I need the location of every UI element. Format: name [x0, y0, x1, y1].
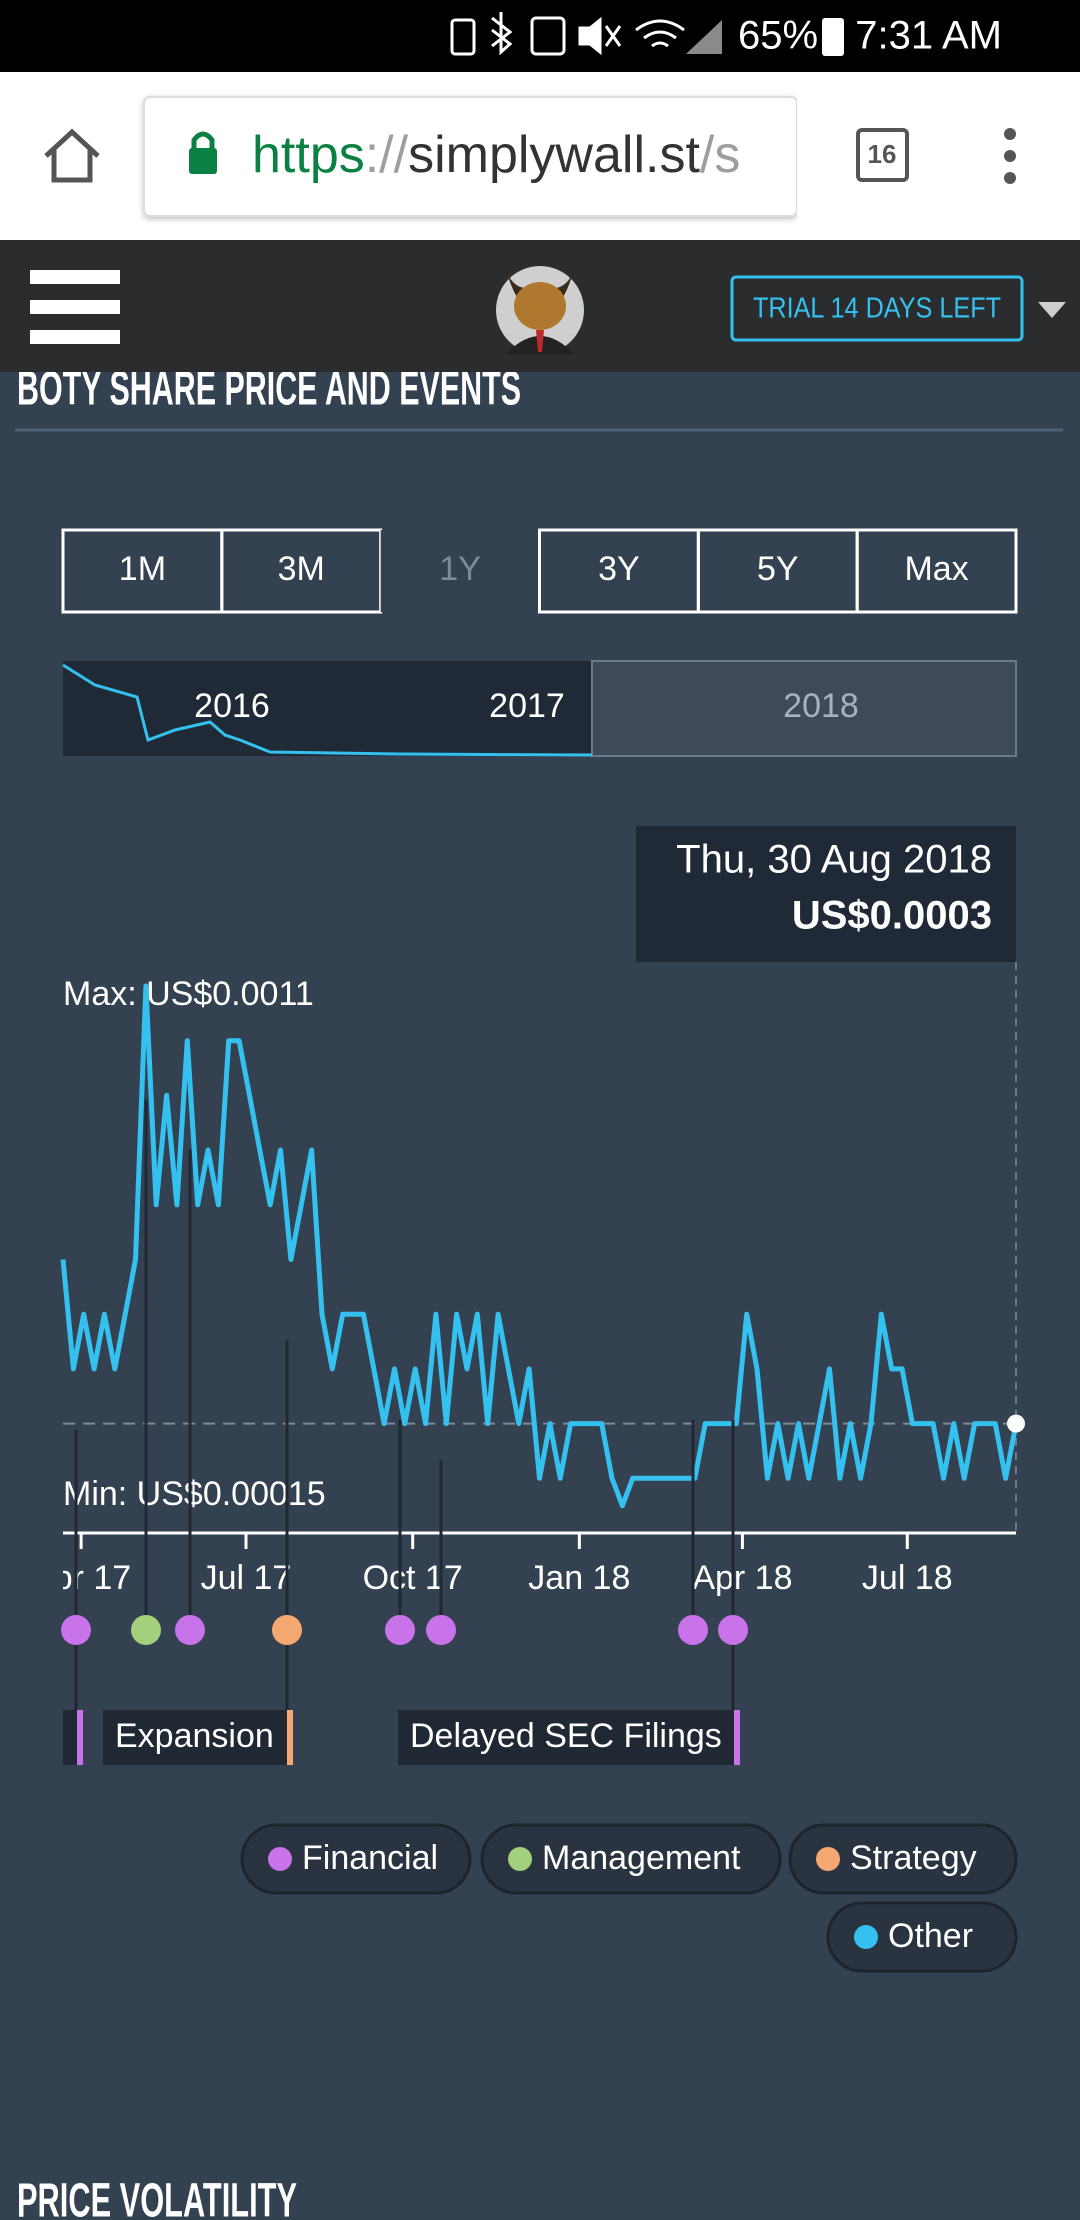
range-button[interactable] — [380, 530, 540, 612]
dropdown-arrow[interactable] — [1038, 302, 1066, 318]
hamburger-bar — [30, 330, 120, 344]
event-dot[interactable] — [272, 1615, 302, 1645]
event-label: Delayed SEC Filings — [410, 1717, 722, 1755]
legend-item[interactable] — [826, 1901, 1018, 1973]
signal-icon — [686, 20, 722, 54]
range-button-label: 3Y — [598, 550, 640, 588]
range-button-label: Max — [904, 550, 968, 588]
bluetooth-icon — [491, 12, 513, 56]
home-button[interactable] — [44, 128, 100, 183]
next-section-title: PRICE VOLATILITY — [17, 2175, 297, 2220]
x-tick-label: Apr 18 — [692, 1559, 792, 1597]
legend-label: Strategy — [850, 1839, 977, 1877]
hamburger-menu[interactable] — [30, 270, 120, 344]
trial-button-label: TRIAL 14 DAYS LEFT — [753, 293, 1001, 325]
navigator-window[interactable] — [591, 660, 1017, 757]
tabs-button[interactable] — [856, 128, 909, 182]
event-label-box[interactable] — [398, 1710, 734, 1765]
navigator-label: 2016 — [194, 687, 270, 725]
price-line — [60, 983, 1019, 1509]
battery-percent: 65% — [738, 14, 818, 58]
lock-icon — [189, 148, 217, 174]
trial-button[interactable] — [730, 275, 1024, 342]
legend-swatch — [508, 1847, 532, 1871]
event-dot[interactable] — [131, 1615, 161, 1645]
event-dot[interactable] — [61, 1615, 91, 1645]
mute-icon — [578, 16, 622, 56]
lock-shackle — [191, 131, 215, 148]
url-separator: :// — [365, 126, 409, 184]
legend-item[interactable] — [240, 1823, 472, 1895]
tooltip-price: US$0.0003 — [792, 894, 992, 938]
x-tick-label: Jan 18 — [528, 1559, 630, 1597]
legend-label: Other — [888, 1917, 973, 1955]
nfc-icon — [530, 16, 566, 56]
event-label-bar — [287, 1710, 293, 1765]
event-label-partial — [63, 1710, 77, 1765]
url-host: simplywall.st — [408, 126, 700, 184]
hamburger-bar — [30, 300, 120, 314]
x-tick-label: Jul 17 — [201, 1559, 292, 1597]
range-button-label: 1Y — [439, 550, 481, 588]
event-dot[interactable] — [718, 1615, 748, 1645]
clock: 7:31 AM — [855, 14, 1002, 58]
range-button-label: 1M — [119, 550, 166, 588]
range-button-label: 3M — [278, 550, 325, 588]
event-stems — [74, 1100, 735, 1750]
event-dot[interactable] — [385, 1615, 415, 1645]
logo-tie — [536, 330, 544, 352]
event-label-bar — [77, 1710, 83, 1765]
event-dot[interactable] — [426, 1615, 456, 1645]
legend-label: Financial — [302, 1839, 438, 1877]
min-label: Min: US$0.00015 — [63, 1475, 326, 1513]
event-dot[interactable] — [175, 1615, 205, 1645]
range-button-label: 5Y — [757, 550, 799, 588]
legend-swatch — [268, 1847, 292, 1871]
navigator-line — [62, 663, 593, 757]
wifi-icon — [635, 19, 685, 48]
x-tick-label: Apr 17 — [31, 1559, 131, 1597]
legend-swatch — [816, 1847, 840, 1871]
range-button[interactable] — [855, 528, 1018, 614]
tooltip-date: Thu, 30 Aug 2018 — [676, 838, 992, 882]
x-tick-label: Oct 17 — [363, 1559, 463, 1597]
menu-dot[interactable] — [1004, 150, 1016, 162]
url-path: /s — [700, 126, 740, 184]
url-text: https://simplywall.st/s — [252, 126, 740, 184]
logo-face — [514, 282, 566, 330]
x-ticks: Apr 17 Jul 17 Oct 17 Jan 18 Apr 18 Jul 18 — [31, 1533, 953, 1597]
navigator-label: 2017 — [489, 687, 565, 725]
event-label-box[interactable] — [103, 1710, 289, 1765]
event-label: Expansion — [115, 1717, 274, 1755]
menu-dot[interactable] — [1004, 128, 1016, 140]
max-label: Max: US$0.0011 — [63, 975, 314, 1013]
legend-item[interactable] — [788, 1823, 1018, 1895]
battery-icon — [822, 18, 844, 56]
event-label-bar — [734, 1710, 740, 1765]
current-point — [1007, 1414, 1025, 1433]
event-dot[interactable] — [678, 1615, 708, 1645]
legend-swatch — [854, 1925, 878, 1949]
legend-item[interactable] — [480, 1823, 782, 1895]
navigator-label: 2018 — [783, 687, 859, 725]
legend-label: Management — [542, 1839, 741, 1877]
tab-count: 16 — [868, 139, 897, 169]
tooltip — [636, 826, 1016, 962]
x-tick-label: Jul 18 — [862, 1559, 953, 1597]
logo[interactable] — [496, 266, 584, 354]
menu-dot[interactable] — [1004, 172, 1016, 184]
status-bar — [0, 0, 1080, 72]
url-fade — [797, 90, 827, 220]
status-icon — [450, 18, 476, 56]
hamburger-bar — [30, 270, 120, 284]
url-scheme: https — [252, 126, 365, 184]
